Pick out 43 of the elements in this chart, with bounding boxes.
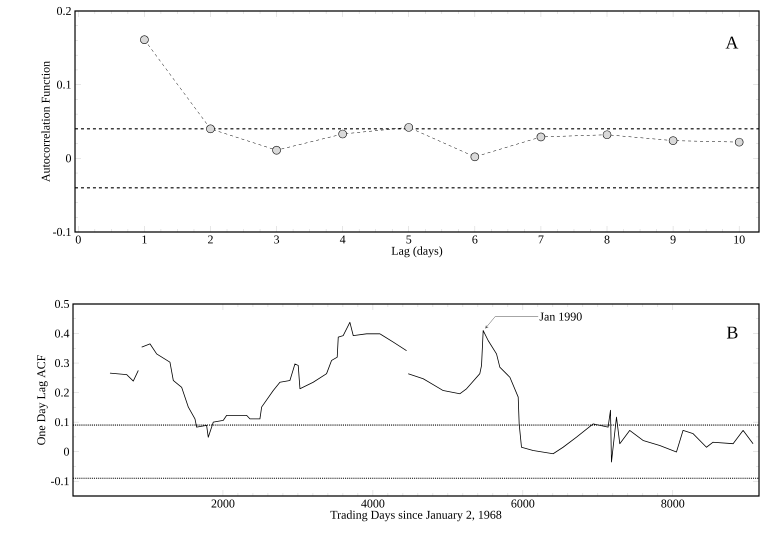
point [734, 138, 744, 146]
y-axis-title: One Day Lag ACF [37, 355, 48, 445]
x-tick-label: 3 [274, 236, 280, 244]
point [206, 124, 215, 134]
y-tick-label: -0.1 [51, 477, 69, 486]
annotation: B [726, 326, 738, 338]
point [338, 130, 347, 138]
point [140, 35, 149, 44]
point [668, 136, 678, 145]
x-tick-label: 5 [406, 236, 412, 244]
x-axis-title: Lag (days) [392, 246, 442, 258]
x-tick-label: 7 [538, 236, 544, 244]
point [602, 130, 612, 140]
y-tick-label: 0.1 [55, 418, 69, 426]
y-tick-label: 0 [64, 448, 70, 456]
y-tick-label: 0.3 [55, 359, 70, 368]
y-axis-title: Autocorrelation Function [41, 61, 50, 182]
annotation: Jan 1990 [540, 312, 582, 321]
x-tick-label: 6 [472, 236, 478, 244]
y-tick-label: 0.1 [57, 80, 71, 89]
y-tick-label: -0.1 [53, 228, 71, 236]
annotation: A [726, 36, 738, 48]
x-tick-label: 1 [142, 236, 147, 244]
y-tick-label: 0.2 [57, 6, 71, 16]
x-tick-label: 6000 [511, 500, 534, 508]
x-tick-label: 4000 [361, 500, 384, 508]
y-tick-label: 0 [66, 154, 72, 162]
y-tick-label: 0.5 [55, 300, 70, 308]
x-tick-label: 0 [76, 236, 81, 244]
x-axis-title: Trading Days since January 2, 1968 [330, 510, 502, 522]
x-tick-label: 8 [604, 236, 610, 244]
x-tick-label: 2 [208, 236, 213, 244]
y-tick-label: 0.2 [55, 388, 69, 397]
x-tick-label: 9 [670, 236, 676, 244]
point [470, 152, 480, 162]
x-tick-label: 10 [734, 236, 745, 244]
x-tick-label: 4 [340, 236, 346, 244]
x-tick-label: 2000 [212, 500, 234, 508]
y-tick-label: 0.4 [55, 329, 70, 338]
point [536, 132, 546, 142]
x-tick-label: 8000 [661, 500, 684, 508]
point [404, 123, 414, 132]
point [272, 146, 281, 155]
